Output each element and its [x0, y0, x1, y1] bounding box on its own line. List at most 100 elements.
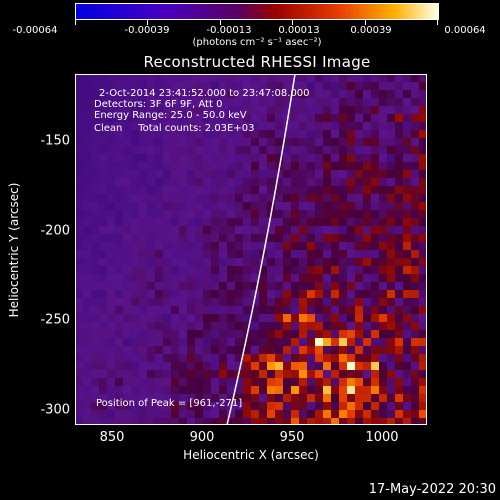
image-pixel	[187, 410, 195, 418]
image-pixel	[211, 330, 219, 338]
image-pixel	[211, 290, 219, 298]
image-pixel	[379, 354, 387, 362]
image-pixel	[203, 410, 211, 418]
image-pixel	[283, 210, 291, 218]
image-pixel	[387, 202, 395, 210]
image-pixel	[267, 226, 275, 234]
image-pixel	[171, 330, 179, 338]
image-pixel	[227, 266, 235, 274]
image-pixel	[283, 370, 291, 378]
image-pixel	[131, 178, 139, 186]
image-pixel	[243, 82, 251, 90]
image-pixel	[339, 290, 347, 298]
image-pixel	[211, 122, 219, 130]
image-pixel	[347, 338, 355, 346]
image-pixel	[163, 266, 171, 274]
image-pixel	[179, 114, 187, 122]
image-pixel	[339, 154, 347, 162]
image-pixel	[259, 346, 267, 354]
image-pixel	[355, 146, 363, 154]
image-pixel	[227, 98, 235, 106]
image-pixel	[235, 106, 243, 114]
image-pixel	[227, 170, 235, 178]
image-pixel	[163, 106, 171, 114]
image-pixel	[115, 162, 123, 170]
image-pixel	[155, 378, 163, 386]
image-pixel	[275, 354, 283, 362]
image-pixel	[179, 106, 187, 114]
image-pixel	[115, 418, 123, 425]
image-pixel	[355, 378, 363, 386]
image-pixel	[403, 290, 411, 298]
image-pixel	[195, 186, 203, 194]
image-pixel	[259, 370, 267, 378]
image-pixel	[155, 234, 163, 242]
image-pixel	[179, 130, 187, 138]
image-pixel	[203, 402, 211, 410]
image-pixel	[259, 170, 267, 178]
image-pixel	[171, 290, 179, 298]
image-pixel	[267, 242, 275, 250]
image-pixel	[219, 314, 227, 322]
image-pixel	[331, 226, 339, 234]
image-pixel	[179, 282, 187, 290]
image-pixel	[315, 402, 323, 410]
image-pixel	[139, 210, 147, 218]
image-pixel	[339, 362, 347, 370]
image-pixel	[363, 90, 371, 98]
image-pixel	[323, 98, 331, 106]
image-pixel	[355, 130, 363, 138]
image-pixel	[251, 298, 259, 306]
image-pixel	[179, 290, 187, 298]
image-pixel	[171, 154, 179, 162]
image-pixel	[299, 274, 307, 282]
image-pixel	[259, 106, 267, 114]
image-pixel	[195, 298, 203, 306]
image-pixel	[379, 106, 387, 114]
image-pixel	[147, 130, 155, 138]
image-pixel	[163, 386, 171, 394]
image-pixel	[179, 162, 187, 170]
image-pixel	[75, 226, 83, 234]
image-pixel	[243, 130, 251, 138]
image-pixel	[187, 194, 195, 202]
image-pixel	[171, 98, 179, 106]
image-pixel	[371, 242, 379, 250]
image-pixel	[323, 130, 331, 138]
image-pixel	[411, 90, 419, 98]
image-pixel	[387, 362, 395, 370]
image-pixel	[107, 314, 115, 322]
image-pixel	[107, 98, 115, 106]
image-pixel	[203, 346, 211, 354]
image-pixel	[163, 242, 171, 250]
image-pixel	[83, 242, 91, 250]
image-pixel	[99, 250, 107, 258]
image-pixel	[267, 146, 275, 154]
image-pixel	[107, 146, 115, 154]
image-pixel	[147, 370, 155, 378]
image-pixel	[315, 114, 323, 122]
image-pixel	[259, 154, 267, 162]
image-pixel	[275, 178, 283, 186]
image-pixel	[211, 178, 219, 186]
image-pixel	[91, 242, 99, 250]
image-pixel	[75, 138, 83, 146]
image-pixel	[203, 130, 211, 138]
image-pixel	[227, 210, 235, 218]
image-pixel	[203, 218, 211, 226]
image-pixel	[99, 202, 107, 210]
image-pixel	[403, 74, 411, 82]
image-pixel	[259, 314, 267, 322]
image-pixel	[211, 370, 219, 378]
image-pixel	[291, 226, 299, 234]
image-pixel	[379, 130, 387, 138]
image-pixel	[251, 338, 259, 346]
image-pixel	[339, 378, 347, 386]
image-pixel	[187, 130, 195, 138]
image-pixel	[219, 298, 227, 306]
image-pixel	[395, 298, 403, 306]
image-pixel	[179, 82, 187, 90]
image-pixel	[243, 338, 251, 346]
image-pixel	[211, 378, 219, 386]
image-pixel	[187, 114, 195, 122]
